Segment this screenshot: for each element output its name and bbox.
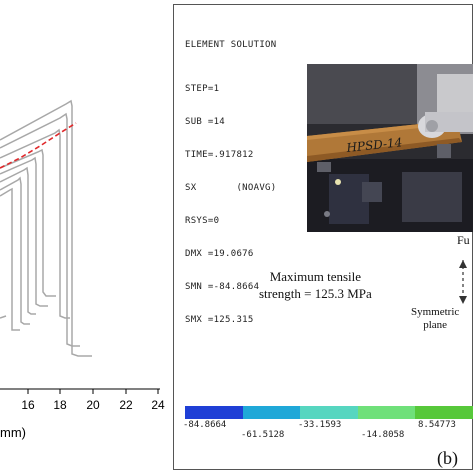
tensile-strength-annotation: Maximum tensile strength = 125.3 MPa [259,268,372,302]
header-line: STEP=1 [185,84,220,94]
annotation-line-1: Maximum tensile [269,269,362,284]
red-dashed-curve [0,122,77,169]
header-line: SUB =14 [185,117,226,127]
header-line: SMN =-84.8664 [185,282,260,292]
gray-curve-2 [0,112,80,347]
header-line: TIME=.917812 [185,150,254,160]
specimen-label: HPSD-14 [345,135,403,155]
header-line: SX (NOAVG) [185,183,277,193]
legend-swatch [357,406,416,419]
legend-value: -61.5128 [241,430,285,440]
gray-curve-5 [0,156,48,307]
legend-swatch [300,406,358,419]
annotation-line-2: strength = 125.3 MPa [259,286,372,301]
legend-value: -33.1593 [298,420,342,430]
gray-curve-8 [0,187,20,331]
x-tick-label: 20 [86,398,100,412]
panel-label: (b) [435,448,460,469]
x-tick-label: 16 [21,398,35,412]
x-axis-tick-labels: 16 18 20 22 24 [21,398,165,412]
curve-group-gray [0,99,92,357]
x-tick-label: 18 [53,398,67,412]
specimen-photo: HPSD-14 [307,64,473,232]
header-line: RSYS=0 [185,216,220,226]
gray-curve-1 [0,99,92,357]
legend-swatch [242,406,301,419]
header-line: SMX =125.315 [185,315,254,325]
legend-swatch [185,406,243,419]
x-tick-label: 24 [151,398,165,412]
legend-value: -84.8664 [183,420,227,430]
x-axis-ticks [27,389,159,394]
gray-curve-4 [0,148,56,297]
x-tick-label: 22 [119,398,133,412]
header-line: DMX =19.0676 [185,249,254,259]
panel-frame [173,4,473,470]
load-displacement-chart: 16 18 20 22 24 mm) [0,99,165,440]
symmetric-plane-marker [459,260,467,304]
fem-result-panel: ELEMENT SOLUTION STEP=1 SUB =14 TIME=.91… [173,0,474,474]
stress-color-legend [185,406,473,419]
legend-swatch [415,406,473,419]
symmetric-plane-label: Symmetric plane [411,306,459,332]
symmetric-label-line-1: Symmetric [411,306,460,318]
legend-value: -14.8058 [361,430,405,440]
gray-curve-9 [0,315,7,319]
symmetric-label-line-2: plane [423,319,448,331]
gray-curve-7 [0,176,30,325]
x-axis-title-fragment: mm) [0,425,26,440]
solution-header: ELEMENT SOLUTION STEP=1 SUB =14 TIME=.91… [185,18,277,348]
side-label-partial: Fu [457,233,470,247]
gray-curve-3 [0,128,70,319]
legend-value: 8.54773 [418,420,456,430]
gray-curve-6 [0,166,36,315]
header-line: ELEMENT SOLUTION [185,40,277,50]
